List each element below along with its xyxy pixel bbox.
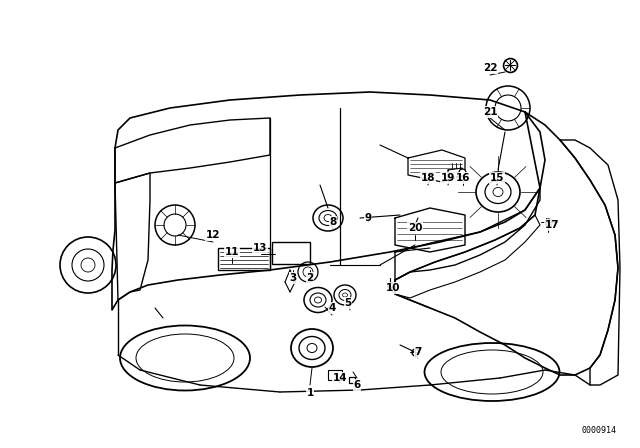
Text: 22: 22 [483, 63, 497, 73]
Text: 10: 10 [386, 283, 400, 293]
Text: 9: 9 [364, 213, 372, 223]
Text: 19: 19 [441, 173, 455, 183]
Text: 18: 18 [420, 173, 435, 183]
Bar [272, 242, 310, 264]
Text: 16: 16 [456, 173, 470, 183]
Text: 14: 14 [333, 373, 348, 383]
Text: 4: 4 [328, 303, 336, 313]
Text: 3: 3 [289, 273, 296, 283]
Text: 11: 11 [225, 247, 239, 257]
Text: 20: 20 [408, 223, 422, 233]
Text: 12: 12 [205, 230, 220, 240]
Text: 1: 1 [307, 388, 314, 398]
Text: 15: 15 [490, 173, 504, 183]
Text: 13: 13 [253, 243, 268, 253]
Bar [328, 370, 342, 380]
Text: 2: 2 [307, 273, 314, 283]
Text: 7: 7 [414, 347, 422, 357]
Text: 8: 8 [330, 217, 337, 227]
Text: 17: 17 [545, 220, 559, 230]
Text: 21: 21 [483, 107, 497, 117]
Text: 0000914: 0000914 [582, 426, 617, 435]
Text: 5: 5 [344, 298, 351, 308]
Text: 6: 6 [353, 380, 360, 390]
